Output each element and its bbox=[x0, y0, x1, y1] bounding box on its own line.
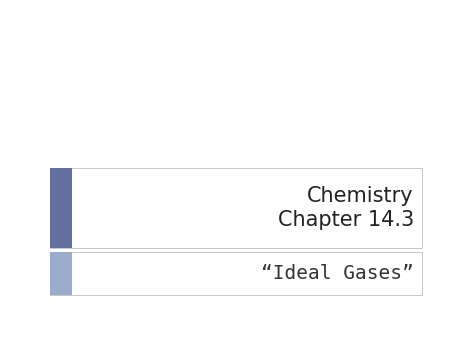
FancyBboxPatch shape bbox=[50, 168, 422, 248]
Text: “Ideal Gases”: “Ideal Gases” bbox=[261, 264, 414, 283]
FancyBboxPatch shape bbox=[50, 168, 72, 248]
Text: Chemistry
Chapter 14.3: Chemistry Chapter 14.3 bbox=[278, 186, 414, 231]
FancyBboxPatch shape bbox=[50, 252, 72, 295]
FancyBboxPatch shape bbox=[50, 252, 422, 295]
